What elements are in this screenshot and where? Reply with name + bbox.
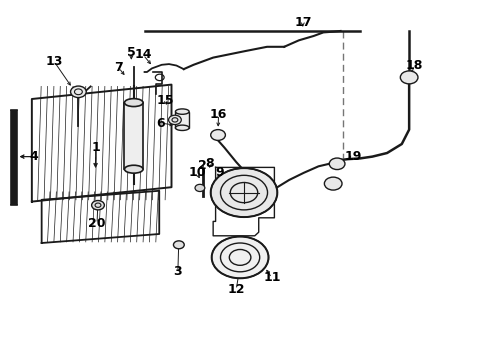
Text: 7: 7: [114, 61, 123, 74]
Ellipse shape: [124, 165, 143, 173]
Text: 15: 15: [157, 94, 174, 107]
Circle shape: [71, 86, 86, 98]
Circle shape: [324, 177, 342, 190]
Circle shape: [211, 168, 277, 217]
Circle shape: [173, 241, 184, 249]
Text: 2: 2: [197, 159, 206, 172]
Bar: [124, 103, 143, 169]
Text: 19: 19: [344, 150, 362, 163]
Ellipse shape: [175, 109, 189, 114]
Circle shape: [400, 71, 418, 84]
Circle shape: [211, 130, 225, 140]
Text: 10: 10: [188, 166, 206, 179]
Text: 4: 4: [30, 150, 39, 163]
Ellipse shape: [175, 125, 189, 131]
Text: 12: 12: [227, 283, 245, 296]
Ellipse shape: [124, 99, 143, 107]
Text: 1: 1: [91, 141, 100, 154]
Circle shape: [329, 158, 345, 170]
Circle shape: [212, 237, 269, 278]
Bar: [175, 112, 189, 128]
Text: 13: 13: [45, 55, 63, 68]
Text: 5: 5: [127, 46, 136, 59]
Text: 9: 9: [215, 166, 224, 179]
Text: 18: 18: [406, 59, 423, 72]
Text: 17: 17: [294, 16, 312, 29]
Circle shape: [92, 201, 104, 210]
Text: 11: 11: [263, 271, 281, 284]
Text: 6: 6: [156, 117, 165, 130]
Text: 3: 3: [173, 265, 182, 278]
Text: 14: 14: [134, 48, 152, 61]
Circle shape: [169, 115, 181, 125]
Circle shape: [195, 184, 205, 192]
Text: 8: 8: [205, 157, 214, 170]
Text: 20: 20: [88, 217, 106, 230]
Text: 16: 16: [210, 108, 227, 121]
